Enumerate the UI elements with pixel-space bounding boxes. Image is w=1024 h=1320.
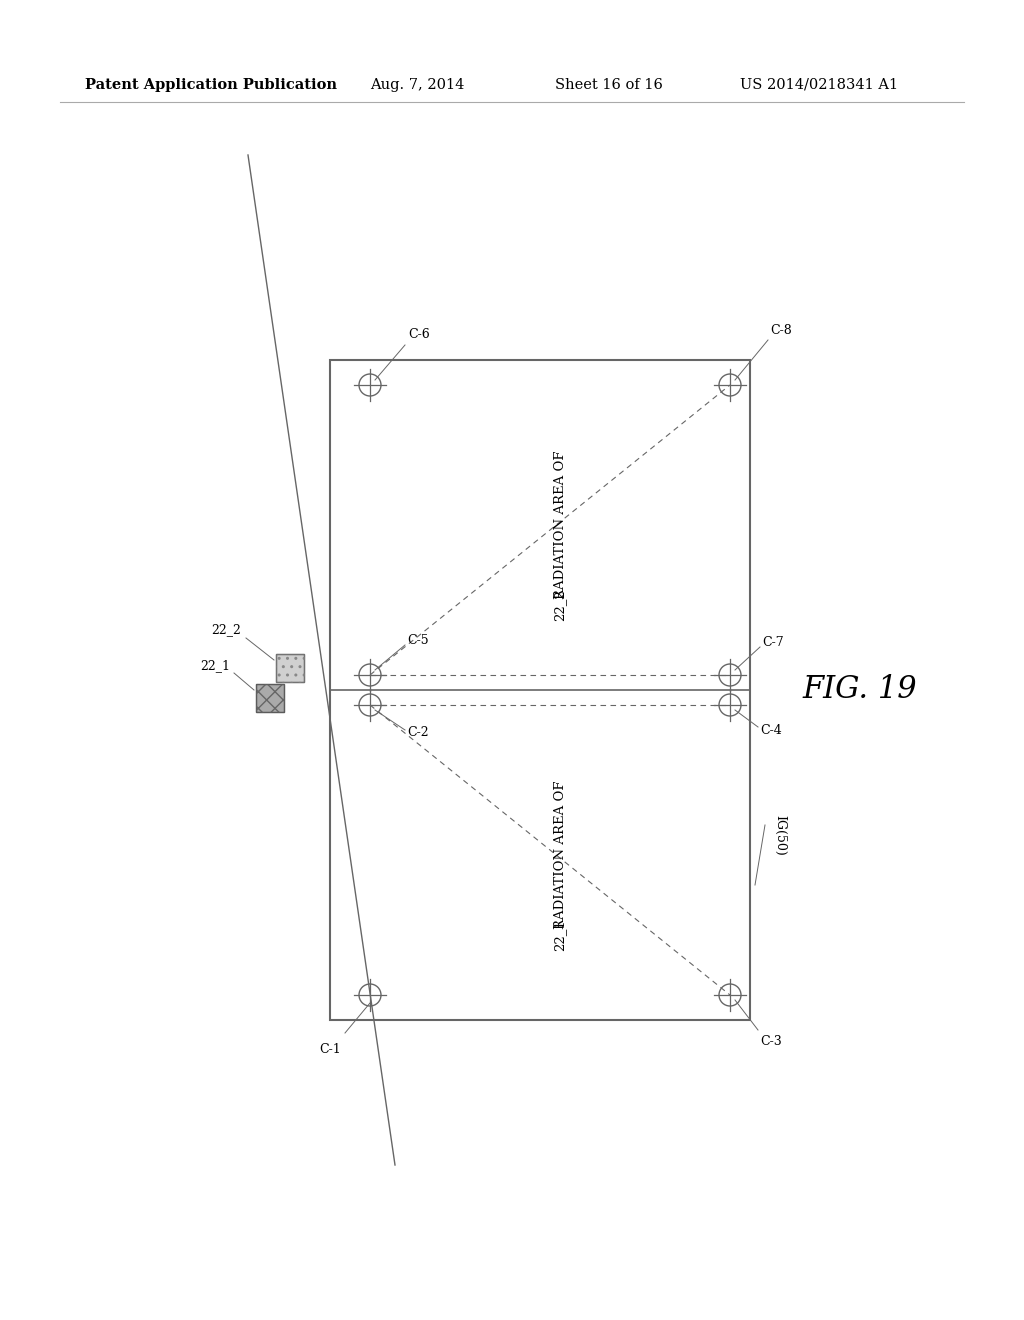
Text: Sheet 16 of 16: Sheet 16 of 16: [555, 78, 663, 92]
Text: 22_2: 22_2: [211, 623, 241, 636]
Text: Patent Application Publication: Patent Application Publication: [85, 78, 337, 92]
Text: C-3: C-3: [760, 1035, 781, 1048]
Bar: [256, 684, 284, 711]
Text: C-6: C-6: [408, 329, 430, 342]
Text: Aug. 7, 2014: Aug. 7, 2014: [370, 78, 464, 92]
Text: RADIATION AREA OF: RADIATION AREA OF: [554, 780, 566, 929]
Text: 22_1: 22_1: [554, 919, 566, 950]
Text: C-2: C-2: [407, 726, 429, 739]
Text: C-8: C-8: [770, 323, 792, 337]
Text: RADIATION AREA OF: RADIATION AREA OF: [554, 450, 566, 599]
Text: 22_1: 22_1: [200, 660, 230, 672]
Text: FIG. 19: FIG. 19: [803, 675, 918, 705]
Bar: [330, 360, 750, 1020]
Text: C-7: C-7: [762, 636, 783, 649]
Text: C-4: C-4: [760, 723, 781, 737]
Bar: [276, 653, 304, 682]
Bar: [256, 684, 284, 711]
Text: C-5: C-5: [407, 634, 429, 647]
Text: 22_2: 22_2: [554, 589, 566, 620]
Text: US 2014/0218341 A1: US 2014/0218341 A1: [740, 78, 898, 92]
Bar: [276, 653, 304, 682]
Text: C-1: C-1: [319, 1043, 341, 1056]
Text: IG(50): IG(50): [773, 814, 786, 855]
